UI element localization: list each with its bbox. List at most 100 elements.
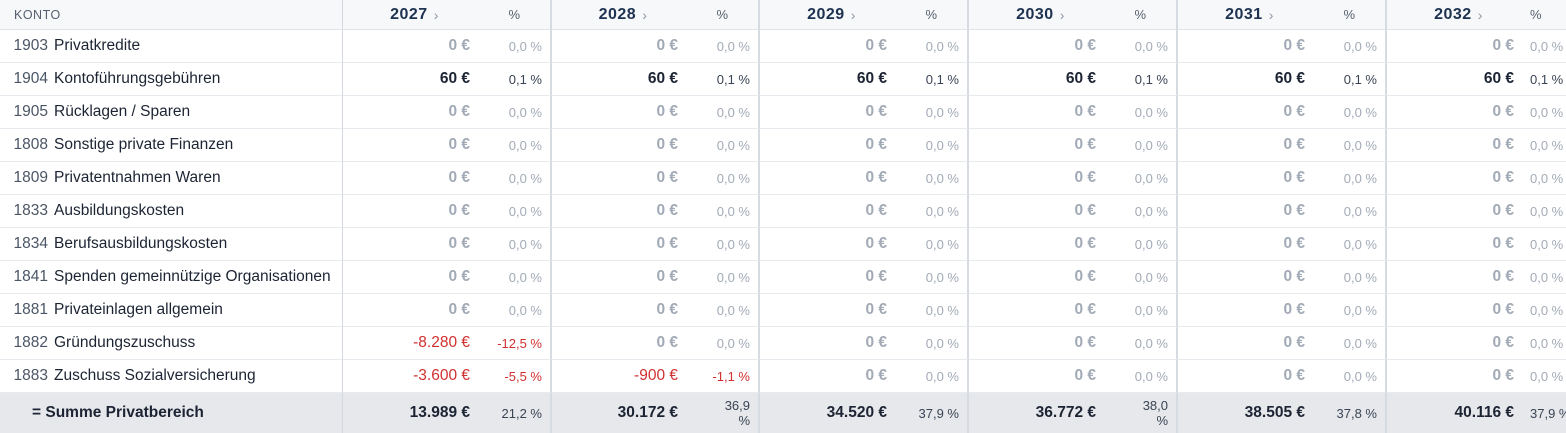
amount-cell[interactable]: 0 € [1387, 228, 1530, 261]
amount-cell[interactable]: 0 € [343, 195, 486, 228]
column-header-year[interactable]: 2032 › [1387, 0, 1530, 30]
amount-cell[interactable]: 0 € [552, 294, 694, 327]
percent-cell: 0,0 % [486, 261, 552, 294]
chevron-right-icon[interactable]: › [850, 6, 856, 23]
amount-cell[interactable]: 0 € [760, 294, 903, 327]
amount-cell[interactable]: 0 € [1387, 162, 1530, 195]
amount-cell[interactable]: 0 € [1178, 228, 1321, 261]
amount-cell[interactable]: 0 € [552, 162, 694, 195]
amount-cell[interactable]: 0 € [1387, 129, 1530, 162]
percent-cell: 0,0 % [1112, 162, 1178, 195]
amount-cell[interactable]: 0 € [552, 129, 694, 162]
amount-cell[interactable]: -8.280 € [343, 327, 486, 360]
chevron-right-icon[interactable]: › [1477, 6, 1483, 23]
column-header-year[interactable]: 2031 › [1178, 0, 1321, 30]
amount-cell[interactable]: 0 € [969, 228, 1112, 261]
column-header-year[interactable]: 2030 › [969, 0, 1112, 30]
amount-cell[interactable]: 0 € [343, 96, 486, 129]
amount-cell[interactable]: 60 € [760, 63, 903, 96]
amount-cell[interactable]: 0 € [1178, 96, 1321, 129]
amount-cell[interactable]: 0 € [969, 360, 1112, 393]
year-label: 2032 [1434, 5, 1472, 23]
percent-cell: 0,0 % [1530, 327, 1566, 360]
account-name: Privatentnahmen Waren [54, 169, 221, 186]
amount-cell[interactable]: 0 € [1387, 195, 1530, 228]
amount-cell[interactable]: 0 € [343, 30, 486, 63]
account-cell: 1809 Privatentnahmen Waren [0, 162, 343, 195]
amount-cell[interactable]: 0 € [552, 96, 694, 129]
column-header-konto[interactable]: KONTO [0, 0, 343, 30]
amount-cell[interactable]: 0 € [552, 261, 694, 294]
amount-cell[interactable]: 60 € [1178, 63, 1321, 96]
amount-cell[interactable]: 0 € [760, 228, 903, 261]
amount-cell[interactable]: 0 € [343, 162, 486, 195]
percent-cell: 0,0 % [486, 294, 552, 327]
amount-cell[interactable]: 0 € [1178, 360, 1321, 393]
total-percent-value: 37,9 % [1530, 405, 1566, 421]
amount-cell[interactable]: 0 € [760, 195, 903, 228]
amount-cell[interactable]: 0 € [1387, 96, 1530, 129]
amount-cell[interactable]: 0 € [969, 327, 1112, 360]
amount-cell[interactable]: 0 € [969, 96, 1112, 129]
chevron-right-icon[interactable]: › [1059, 6, 1065, 23]
amount-cell[interactable]: 0 € [760, 360, 903, 393]
amount-cell[interactable]: -3.600 € [343, 360, 486, 393]
amount-cell[interactable]: 0 € [760, 129, 903, 162]
column-header-year[interactable]: 2027 › [343, 0, 486, 30]
total-amount: 30.172 € [552, 393, 694, 433]
amount-cell[interactable]: 0 € [1178, 327, 1321, 360]
amount-cell[interactable]: 0 € [1178, 30, 1321, 63]
amount-cell[interactable]: 0 € [969, 261, 1112, 294]
percent-cell: 0,0 % [1112, 261, 1178, 294]
amount-cell[interactable]: 60 € [969, 63, 1112, 96]
account-cell: 1833 Ausbildungskosten [0, 195, 343, 228]
account-cell: 1905 Rücklagen / Sparen [0, 96, 343, 129]
amount-cell[interactable]: 0 € [760, 327, 903, 360]
chevron-right-icon[interactable]: › [642, 6, 648, 23]
amount-cell[interactable]: 0 € [1387, 327, 1530, 360]
amount-cell[interactable]: 0 € [1178, 294, 1321, 327]
amount-cell[interactable]: 0 € [760, 261, 903, 294]
column-header-year[interactable]: 2029 › [760, 0, 903, 30]
amount-cell[interactable]: 0 € [760, 30, 903, 63]
amount-cell[interactable]: 0 € [969, 162, 1112, 195]
amount-cell[interactable]: 0 € [969, 195, 1112, 228]
account-number: 1882 [13, 334, 48, 351]
year-label: 2028 [598, 5, 637, 23]
amount-cell[interactable]: 0 € [343, 129, 486, 162]
amount-cell[interactable]: 60 € [343, 63, 486, 96]
amount-cell[interactable]: 0 € [1387, 261, 1530, 294]
amount-cell[interactable]: 0 € [1178, 162, 1321, 195]
amount-cell[interactable]: 0 € [343, 294, 486, 327]
amount-cell[interactable]: 0 € [1178, 195, 1321, 228]
percent-cell: 0,0 % [486, 195, 552, 228]
amount-cell[interactable]: 0 € [760, 96, 903, 129]
amount-cell[interactable]: 60 € [1387, 63, 1530, 96]
amount-cell[interactable]: 0 € [552, 30, 694, 63]
amount-cell[interactable]: 0 € [760, 162, 903, 195]
amount-cell[interactable]: 0 € [343, 261, 486, 294]
percent-cell: -1,1 % [694, 360, 760, 393]
chevron-right-icon[interactable]: › [433, 6, 439, 23]
amount-cell[interactable]: 0 € [1387, 30, 1530, 63]
amount-cell[interactable]: 0 € [1178, 261, 1321, 294]
amount-cell[interactable]: 0 € [1178, 129, 1321, 162]
amount-cell[interactable]: 0 € [969, 129, 1112, 162]
amount-cell[interactable]: 60 € [552, 63, 694, 96]
amount-cell[interactable]: 0 € [552, 228, 694, 261]
amount-cell[interactable]: 0 € [552, 195, 694, 228]
amount-cell[interactable]: 0 € [1387, 294, 1530, 327]
chevron-right-icon[interactable]: › [1268, 6, 1274, 23]
amount-cell[interactable]: 0 € [1387, 360, 1530, 393]
amount-cell[interactable]: -900 € [552, 360, 694, 393]
amount-cell[interactable]: 0 € [969, 30, 1112, 63]
percent-cell: 0,0 % [1321, 294, 1387, 327]
amount-cell[interactable]: 0 € [969, 294, 1112, 327]
account-number: 1834 [13, 235, 48, 252]
percent-cell: 0,0 % [486, 30, 552, 63]
amount-cell[interactable]: 0 € [343, 228, 486, 261]
amount-cell[interactable]: 0 € [552, 327, 694, 360]
percent-cell: 0,0 % [903, 96, 969, 129]
column-header-year[interactable]: 2028 › [552, 0, 694, 30]
percent-cell: 0,1 % [903, 63, 969, 96]
